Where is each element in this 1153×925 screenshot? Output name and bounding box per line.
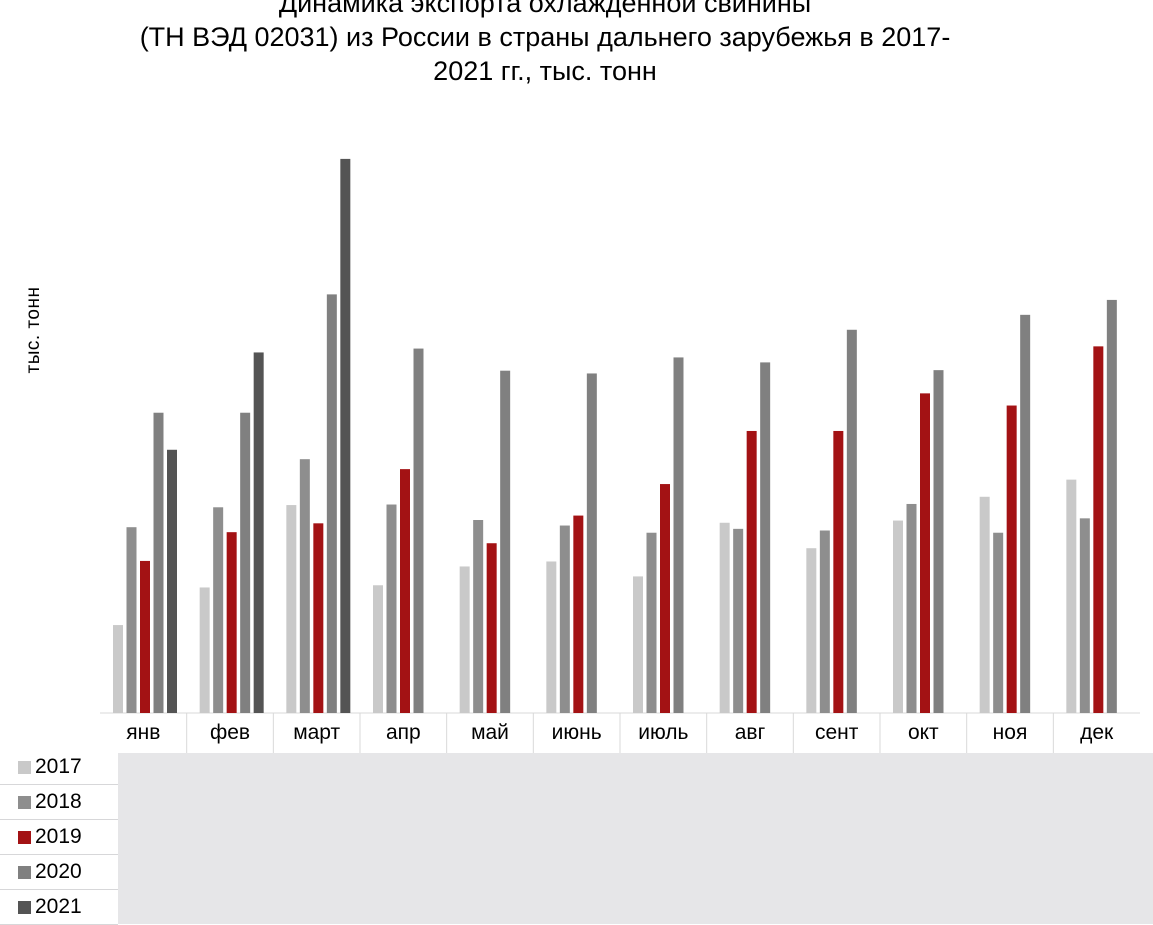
bar-2017-6 [633,576,643,713]
bar-2020-6 [673,357,684,713]
legend-item: 2017 [0,750,118,785]
x-tick-label: сент [815,721,859,744]
legend-label: 2018 [35,790,82,813]
legend-label: 2020 [35,860,82,883]
x-tick-label: июль [638,721,688,744]
bar-2020-8 [846,329,857,713]
x-tick-label: июнь [552,721,602,744]
bar-2018-8 [819,530,830,713]
x-tick-label: май [471,721,509,744]
bar-2017-7 [719,522,730,713]
bar-2019-0 [140,560,150,713]
bar-2017-1 [199,587,210,713]
bar-2020-4 [500,370,511,713]
legend-swatch [18,900,31,914]
legend-item: 2018 [0,785,118,820]
bar-2018-3 [386,504,397,713]
x-tick-label: фев [210,721,250,744]
legend-label: 2017 [35,755,82,778]
legend-swatch [18,865,31,879]
bar-2017-3 [373,585,383,713]
bar-2017-9 [893,520,903,713]
chart-title-line-3: 2021 гг., тыс. тонн [433,56,657,86]
bar-2018-6 [646,532,657,713]
bar-2020-11 [1106,299,1117,713]
legend-label: 2021 [35,895,82,918]
chart-title-line-1: Динамика экспорта охлажденной свинины [278,0,812,18]
legend-swatch [18,830,31,844]
bar-2020-9 [933,370,944,713]
bar-2020-0 [153,412,164,713]
x-tick-label: ноя [993,721,1028,744]
bar-2017-11 [1066,479,1077,713]
bar-2018-1 [213,507,224,713]
legend-item: 2020 [0,855,118,890]
x-tick-label: дек [1080,721,1114,744]
x-tick-label: авг [735,721,766,744]
bar-2021-0 [167,449,177,713]
bar-2019-4 [486,543,497,713]
bar-2017-10 [979,496,990,713]
bar-2017-4 [459,566,470,713]
bar-2019-8 [833,430,844,713]
bar-2021-1 [253,352,264,713]
bar-2019-3 [400,469,410,713]
bar-2018-10 [993,532,1004,713]
bar-2019-2 [313,523,324,713]
bar-2020-10 [1020,314,1031,713]
bar-2017-8 [806,548,817,713]
bar-2018-9 [906,503,917,713]
x-tick-label: окт [908,721,939,744]
bar-2018-2 [299,459,310,713]
bar-2018-4 [473,520,484,713]
bar-2020-3 [413,348,424,713]
bar-2018-7 [733,528,744,713]
bar-2020-5 [586,373,597,713]
bar-2018-0 [126,527,137,713]
x-tick-label: апр [386,721,421,744]
legend-label: 2019 [35,825,82,848]
bar-2019-7 [746,430,757,713]
bar-2019-9 [920,393,930,713]
bar-2019-10 [1006,405,1017,713]
bar-2019-6 [660,484,670,713]
bar-2017-2 [286,505,297,713]
bar-2020-2 [326,294,337,713]
bar-2018-11 [1079,518,1090,713]
bar-2017-5 [546,561,557,713]
legend: 2017 2018 2019 2020 2021 [0,750,118,925]
bar-2020-1 [240,412,251,713]
legend-background [118,753,1153,924]
legend-item: 2021 [0,890,118,925]
bar-2019-5 [573,515,584,713]
bar-2017-0 [113,625,123,713]
x-tick-label: март [293,721,340,744]
x-tick-label: янв [126,721,160,744]
chart-title: Динамика экспорта охлажденной свинины (Т… [0,0,1090,88]
bar-2021-2 [340,158,351,714]
bar-2019-11 [1093,346,1104,713]
legend-swatch [18,760,31,774]
chart-title-line-2: (ТН ВЭД 02031) из России в страны дальне… [139,22,951,52]
legend-swatch [18,795,31,809]
bar-2018-5 [559,525,570,713]
bar-2019-1 [226,532,237,713]
bar-2020-7 [760,362,771,713]
legend-item: 2019 [0,820,118,855]
